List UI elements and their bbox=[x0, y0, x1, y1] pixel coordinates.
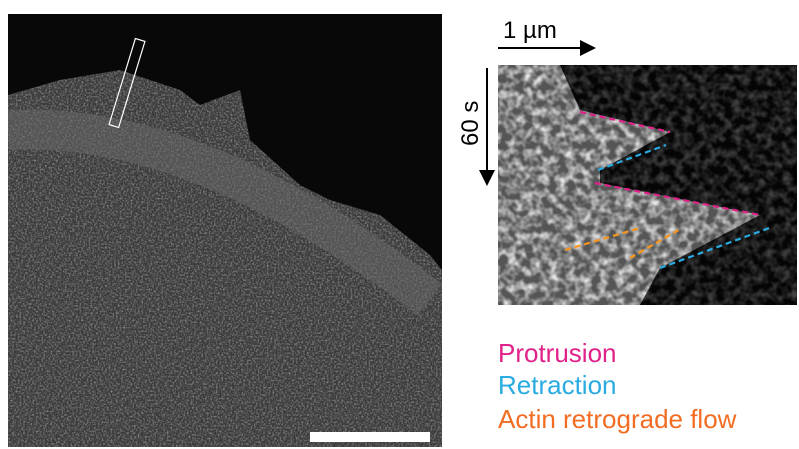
scale-bar bbox=[310, 432, 430, 442]
legend-label: Protrusion bbox=[498, 338, 617, 368]
x-arrowhead bbox=[580, 40, 596, 56]
time-scale-label: 60 s bbox=[457, 101, 484, 146]
legend-label: Retraction bbox=[498, 370, 617, 400]
kymograph bbox=[498, 65, 797, 305]
legend-label: Actin retrograde flow bbox=[498, 404, 737, 434]
figure: 1 µm 60 s Protrusion Retraction Actin re… bbox=[0, 0, 799, 449]
micrograph bbox=[8, 14, 442, 447]
x-scale-label: 1 µm bbox=[503, 17, 557, 44]
t-arrowhead bbox=[479, 170, 495, 186]
